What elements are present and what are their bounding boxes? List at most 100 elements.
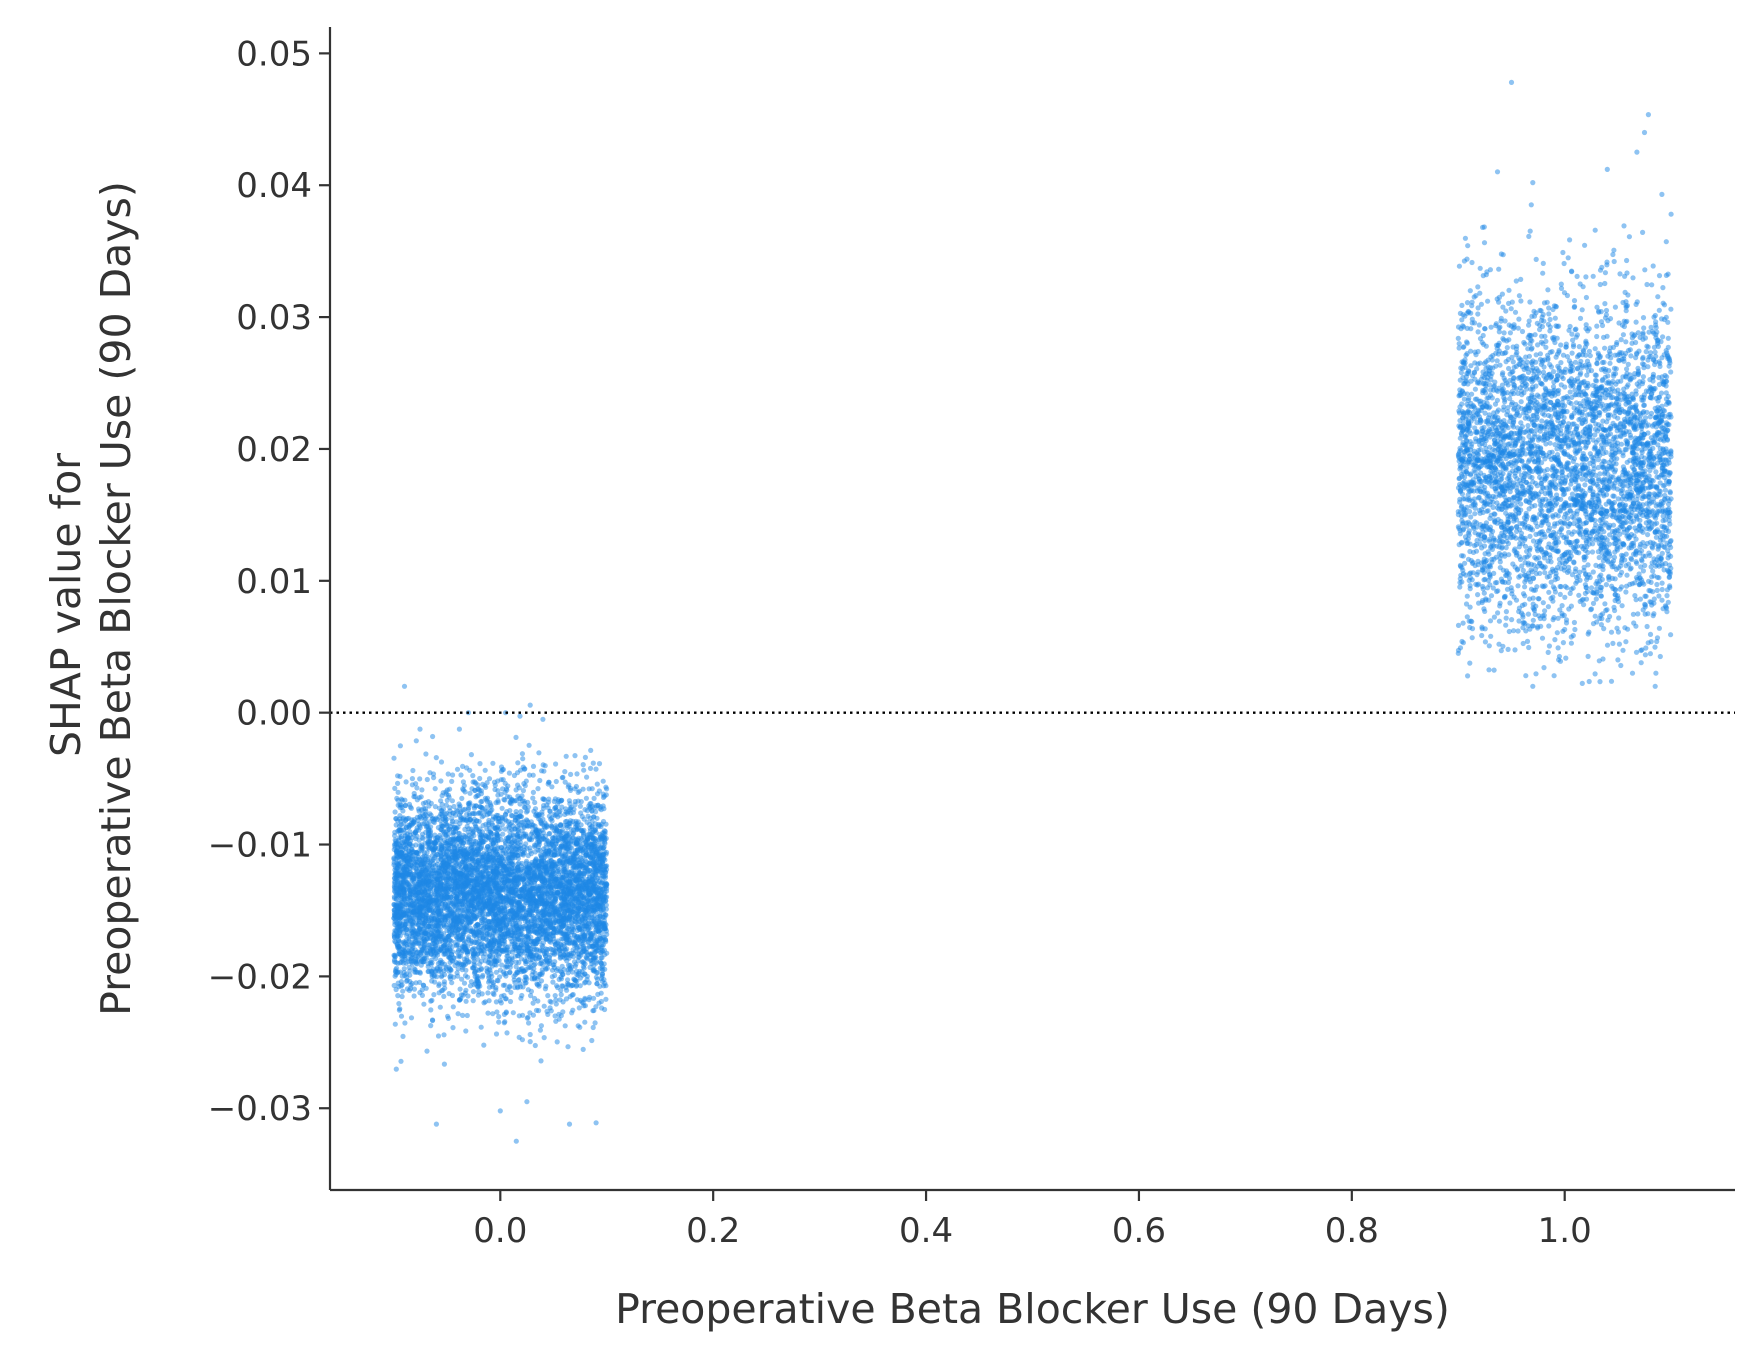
- data-point: [442, 817, 448, 824]
- data-point: [413, 842, 419, 848]
- data-point: [570, 991, 576, 998]
- data-point: [553, 778, 559, 785]
- data-point: [467, 790, 473, 796]
- data-point: [427, 960, 433, 966]
- data-point: [403, 845, 409, 851]
- data-point: [429, 1017, 436, 1023]
- data-point: [451, 803, 457, 810]
- data-point: [592, 1020, 598, 1026]
- data-point: [568, 785, 574, 791]
- data-point: [485, 990, 491, 996]
- data-point: [409, 980, 415, 987]
- data-point: [585, 924, 592, 930]
- data-point: [441, 1061, 447, 1067]
- data-point: [553, 997, 559, 1003]
- data-point: [499, 805, 505, 811]
- data-point: [582, 754, 589, 761]
- data-point: [470, 773, 476, 779]
- data-point: [459, 795, 465, 802]
- data-point: [533, 1007, 540, 1014]
- data-point: [507, 998, 514, 1005]
- data-point: [527, 845, 533, 851]
- data-point: [512, 846, 518, 852]
- data-point: [545, 993, 551, 999]
- data-point: [582, 1019, 588, 1025]
- data-point: [558, 976, 565, 982]
- data-point: [540, 762, 546, 768]
- data-point: [541, 1035, 547, 1041]
- data-point: [408, 1015, 415, 1021]
- data-point: [495, 792, 501, 798]
- data-point: [602, 1006, 608, 1013]
- data-point: [519, 860, 525, 867]
- data-point: [474, 793, 480, 799]
- data-point: [589, 915, 595, 921]
- data-point: [496, 1014, 502, 1020]
- data-point: [507, 808, 513, 814]
- data-point: [583, 795, 590, 801]
- data-point: [499, 962, 505, 968]
- data-point: [565, 1044, 571, 1050]
- data-point: [490, 760, 496, 766]
- data-point: [392, 809, 398, 815]
- data-point: [514, 866, 521, 872]
- data-point: [454, 942, 460, 948]
- data-point: [516, 1034, 522, 1040]
- data-point: [445, 918, 451, 925]
- data-point: [498, 1000, 504, 1006]
- data-point: [570, 831, 576, 837]
- data-point: [399, 993, 405, 1000]
- data-point: [562, 1023, 568, 1029]
- data-point: [544, 1008, 550, 1015]
- data-point: [391, 982, 397, 989]
- data-point: [514, 770, 521, 776]
- data-point: [427, 770, 433, 776]
- data-point: [596, 929, 602, 935]
- data-point: [396, 1001, 402, 1007]
- data-point: [562, 779, 568, 785]
- data-point: [552, 972, 558, 979]
- data-point: [448, 938, 454, 944]
- data-point: [493, 1031, 500, 1037]
- data-point: [530, 772, 536, 778]
- data-point: [418, 958, 424, 965]
- data-point: [523, 778, 529, 784]
- data-point: [522, 766, 528, 772]
- data-point: [441, 1032, 447, 1038]
- data-point: [559, 804, 565, 810]
- data-point: [481, 1042, 487, 1048]
- data-point: [432, 979, 438, 985]
- data-point: [559, 838, 565, 844]
- data-point: [538, 1058, 544, 1064]
- data-point: [484, 780, 490, 786]
- data-point: [599, 971, 606, 977]
- data-point: [526, 742, 532, 748]
- data-point: [420, 836, 426, 842]
- data-point: [438, 957, 444, 964]
- data-point: [528, 988, 535, 995]
- data-point: [603, 996, 609, 1002]
- data-point: [417, 776, 423, 782]
- data-point: [470, 998, 476, 1004]
- data-point: [498, 993, 505, 999]
- data-point: [400, 1033, 406, 1039]
- data-point: [559, 963, 565, 970]
- data-point: [596, 1000, 602, 1006]
- data-point: [413, 781, 419, 787]
- data-point: [496, 1019, 502, 1025]
- data-point: [464, 1012, 470, 1019]
- data-point: [591, 1007, 597, 1014]
- data-point: [572, 753, 578, 759]
- data-point: [457, 803, 463, 809]
- data-point: [445, 1013, 451, 1019]
- data-point: [430, 733, 436, 740]
- data-point: [526, 772, 533, 778]
- data-point: [540, 816, 546, 823]
- data-point: [527, 702, 533, 708]
- data-point: [506, 770, 512, 776]
- data-point: [406, 964, 412, 971]
- data-point: [463, 1028, 469, 1034]
- data-point: [425, 854, 431, 860]
- data-point: [450, 1025, 456, 1031]
